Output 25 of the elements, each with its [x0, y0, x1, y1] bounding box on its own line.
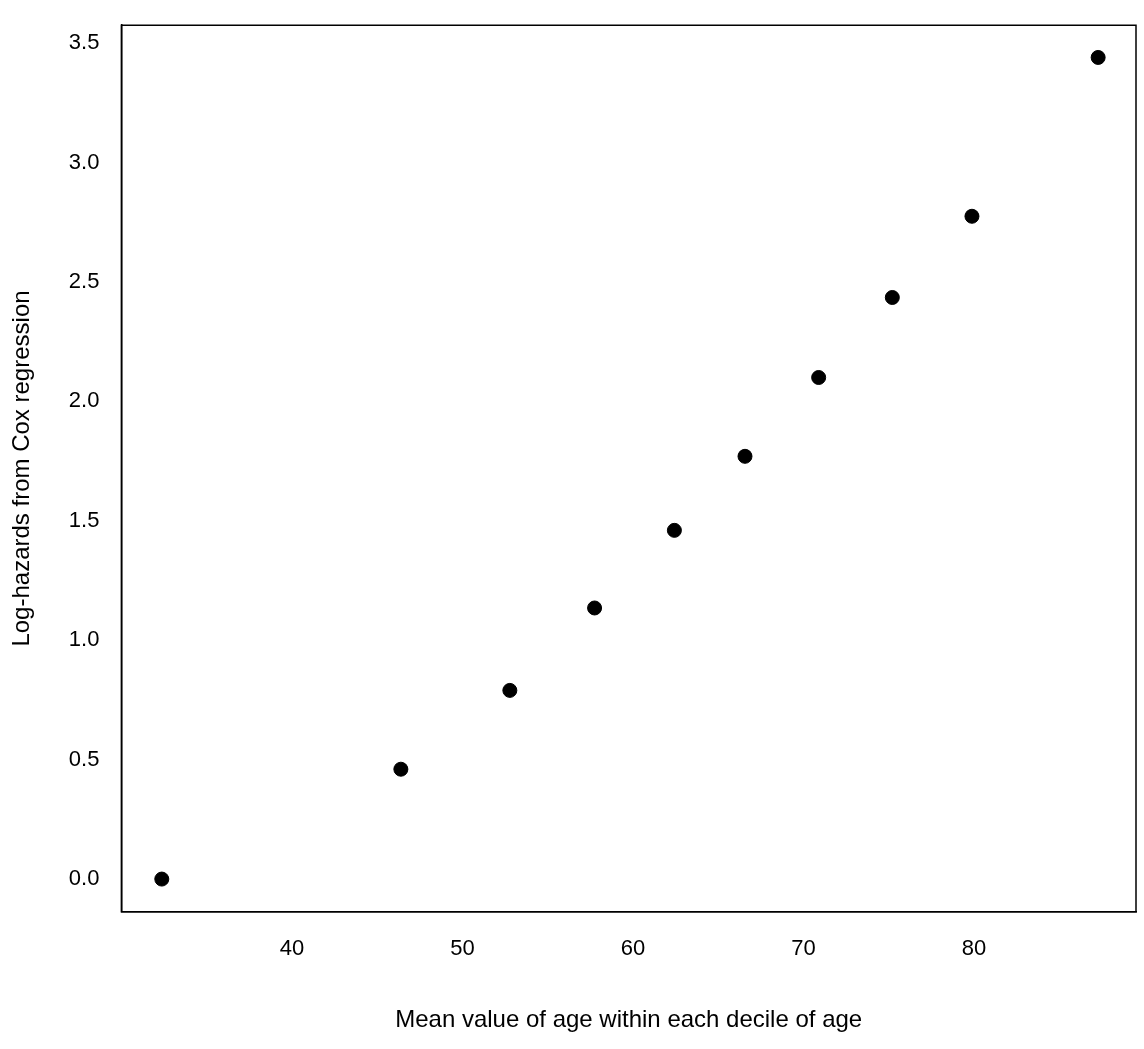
y-tick-label: 2.5	[68, 268, 100, 294]
x-tick-label: 80	[961, 935, 987, 961]
y-tick-label: 2.0	[68, 387, 100, 413]
point	[737, 448, 753, 464]
y-tick-label: 1.5	[68, 506, 100, 532]
point	[393, 761, 409, 777]
point	[1090, 49, 1106, 65]
y-tick-label: 3.0	[68, 148, 100, 174]
y-tick-label: 1.0	[68, 626, 100, 652]
x-tick-label: 60	[620, 935, 646, 961]
y-tick-label: 0.0	[68, 865, 100, 891]
point	[666, 522, 682, 538]
point	[811, 370, 827, 385]
x-axis-title: Mean value of age within each decile of age	[395, 1005, 863, 1033]
point	[502, 682, 518, 698]
x-tick-label: 70	[791, 935, 816, 961]
y-tick-label: 0.5	[68, 745, 100, 771]
point	[154, 871, 170, 887]
y-tick-label: 3.5	[68, 29, 100, 55]
y-axis-title: Log-hazards from Cox regression	[7, 290, 35, 647]
x-tick-label: 50	[450, 935, 475, 961]
point	[587, 600, 603, 616]
x-tick-label: 40	[279, 935, 305, 961]
point	[884, 289, 900, 305]
point	[964, 208, 980, 224]
